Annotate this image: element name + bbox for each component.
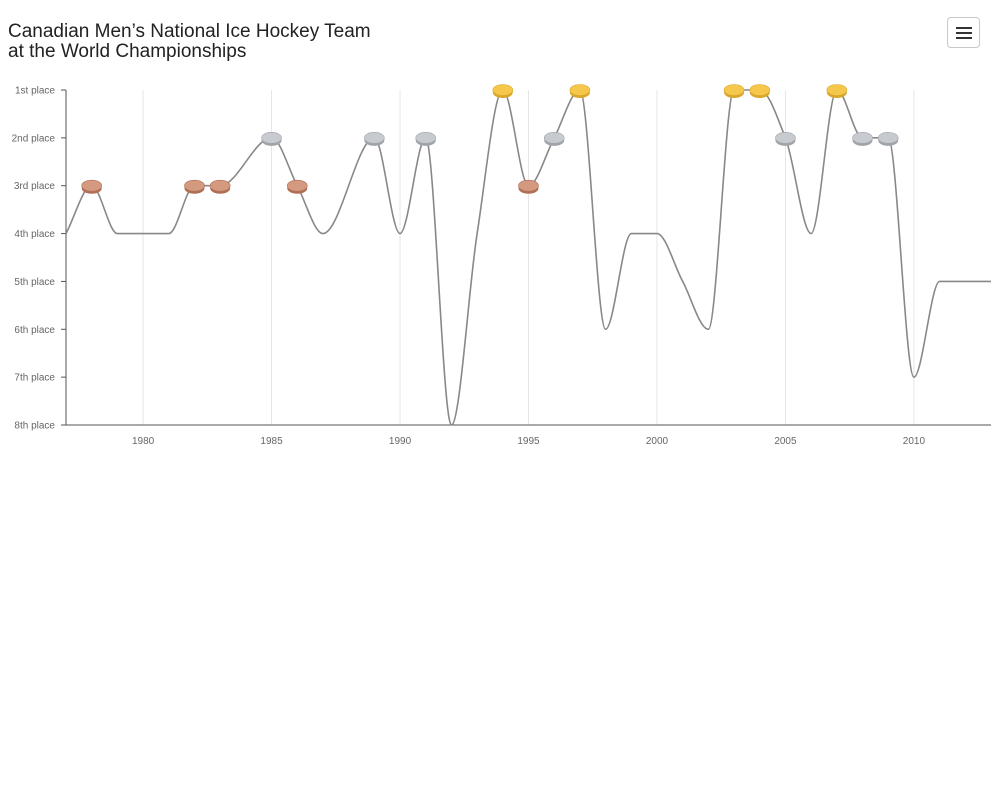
axes: 1980 1985 1990 1995 2000 2005 2010 1st place 2nd… — [12, 86, 991, 447]
medal-marker-bronze[interactable] — [81, 179, 102, 194]
medal-marker-bronze[interactable] — [184, 179, 205, 194]
y-tick-label: 5th place — [14, 277, 55, 288]
medal-marker-silver[interactable] — [543, 132, 565, 146]
x-tick-label: 2005 — [774, 436, 797, 447]
x-tick-label: 2000 — [646, 436, 669, 447]
medal-marker-silver[interactable] — [775, 132, 796, 146]
placement-line — [65, 89, 991, 426]
medal-marker-gold[interactable] — [826, 84, 848, 99]
chart-title-line-2: at the World Championships — [8, 41, 247, 62]
x-tick-label: 1990 — [389, 436, 412, 447]
medal-marker-silver[interactable] — [261, 132, 282, 146]
medal-marker-silver[interactable] — [364, 132, 385, 146]
y-tick-label: 3rd place — [14, 181, 56, 192]
x-tick-label: 1985 — [260, 436, 283, 447]
medal-marker-gold[interactable] — [569, 84, 591, 99]
grid-lines — [142, 90, 915, 425]
medal-marker-bronze[interactable] — [518, 179, 539, 194]
chart-area: 1980 1985 1990 1995 2000 2005 2010 1st place 2nd… — [12, 84, 991, 447]
medal-marker-silver[interactable] — [877, 132, 899, 146]
medal-markers — [81, 84, 899, 194]
x-tick-label: 1980 — [132, 436, 155, 447]
y-tick-label: 1st place — [15, 86, 55, 97]
y-tick-label: 8th place — [14, 421, 55, 432]
medal-marker-gold[interactable] — [749, 84, 771, 99]
x-tick-label: 1995 — [517, 436, 540, 447]
medal-marker-silver[interactable] — [415, 132, 437, 146]
medal-marker-bronze[interactable] — [286, 179, 308, 194]
placement-series — [65, 89, 991, 426]
y-tick-label: 6th place — [14, 325, 55, 336]
chart-title: Canadian Men’s National Ice Hockey Team … — [8, 22, 428, 62]
chart-title-line-1: Canadian Men’s National Ice Hockey Team — [8, 21, 371, 42]
y-tick-label: 2nd place — [12, 133, 56, 144]
chart-menu-button[interactable] — [947, 17, 980, 48]
y-tick-label: 4th place — [14, 229, 55, 240]
medal-marker-bronze[interactable] — [209, 179, 231, 194]
medal-marker-gold[interactable] — [492, 84, 514, 99]
y-tick-label: 7th place — [14, 373, 55, 384]
medal-marker-silver[interactable] — [852, 132, 873, 146]
medal-marker-gold[interactable] — [723, 84, 745, 99]
x-tick-label: 2010 — [903, 436, 926, 447]
